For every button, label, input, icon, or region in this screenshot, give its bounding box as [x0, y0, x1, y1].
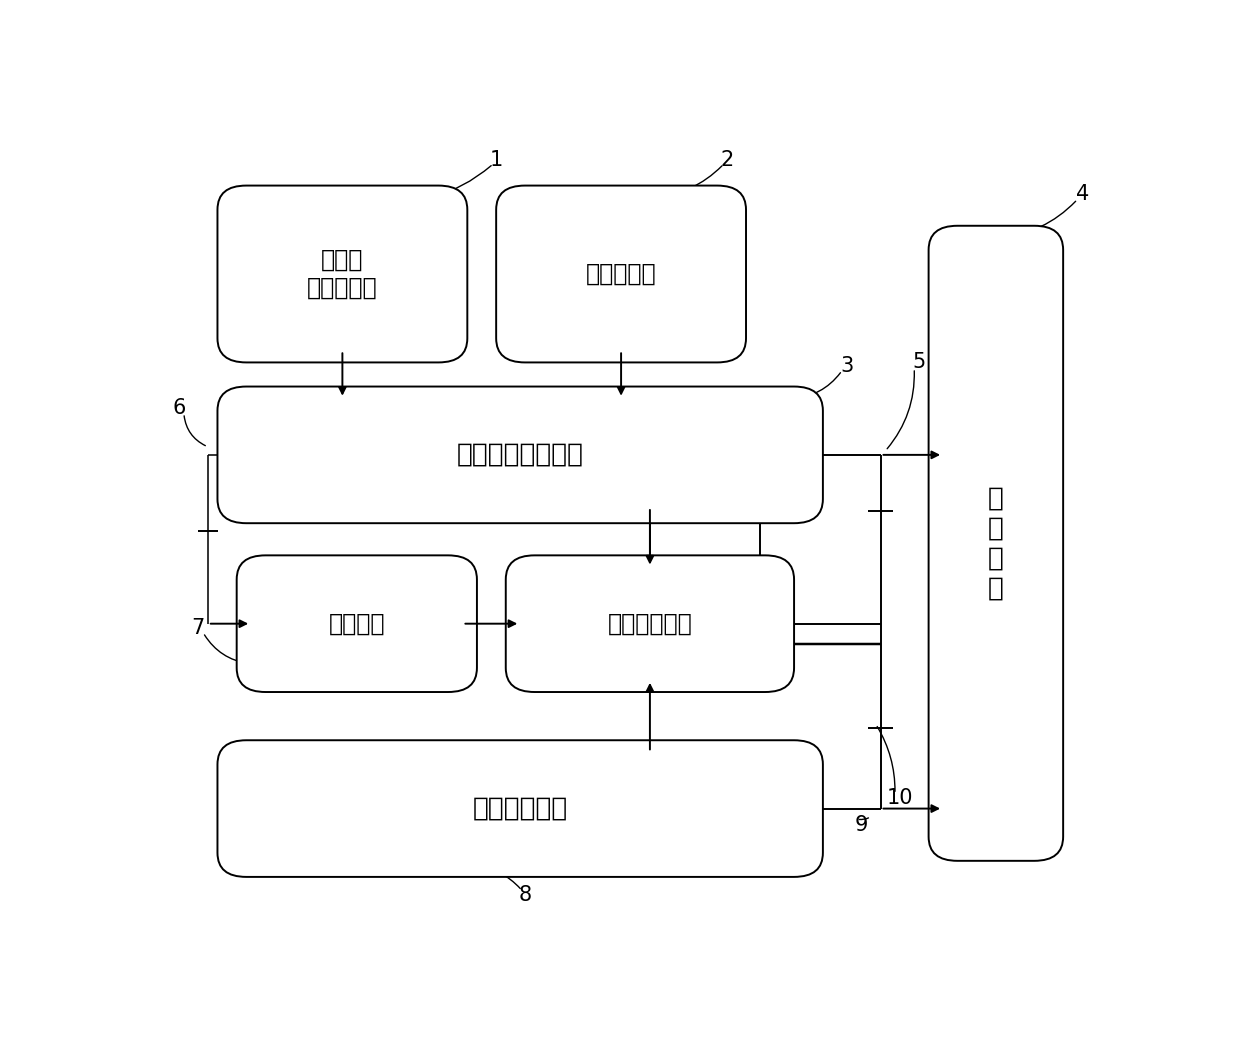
Text: 10: 10 — [887, 788, 913, 808]
FancyBboxPatch shape — [496, 186, 746, 362]
Text: 9: 9 — [854, 814, 868, 834]
FancyBboxPatch shape — [217, 740, 823, 877]
Text: 微弱能量收集模块: 微弱能量收集模块 — [456, 442, 584, 468]
FancyBboxPatch shape — [237, 555, 477, 692]
FancyBboxPatch shape — [217, 386, 823, 523]
Text: 太阳能电池: 太阳能电池 — [585, 262, 656, 286]
Text: 储能模块: 储能模块 — [329, 612, 386, 636]
Text: 7: 7 — [192, 618, 205, 638]
Text: 8: 8 — [518, 885, 532, 905]
Text: 外
部
负
载: 外 部 负 载 — [988, 485, 1004, 601]
Text: 4: 4 — [1076, 184, 1089, 204]
Text: 6: 6 — [172, 398, 186, 419]
Text: 5: 5 — [913, 353, 925, 373]
FancyBboxPatch shape — [506, 555, 794, 692]
FancyBboxPatch shape — [217, 186, 467, 362]
Text: 燃料电池模块: 燃料电池模块 — [472, 796, 568, 822]
Text: 2: 2 — [720, 150, 733, 170]
Text: 振动式
能量收集器: 振动式 能量收集器 — [308, 248, 378, 300]
Text: 3: 3 — [841, 356, 853, 377]
FancyBboxPatch shape — [929, 226, 1063, 861]
Text: 1: 1 — [490, 150, 502, 170]
Text: 中央控制单元: 中央控制单元 — [608, 612, 692, 636]
